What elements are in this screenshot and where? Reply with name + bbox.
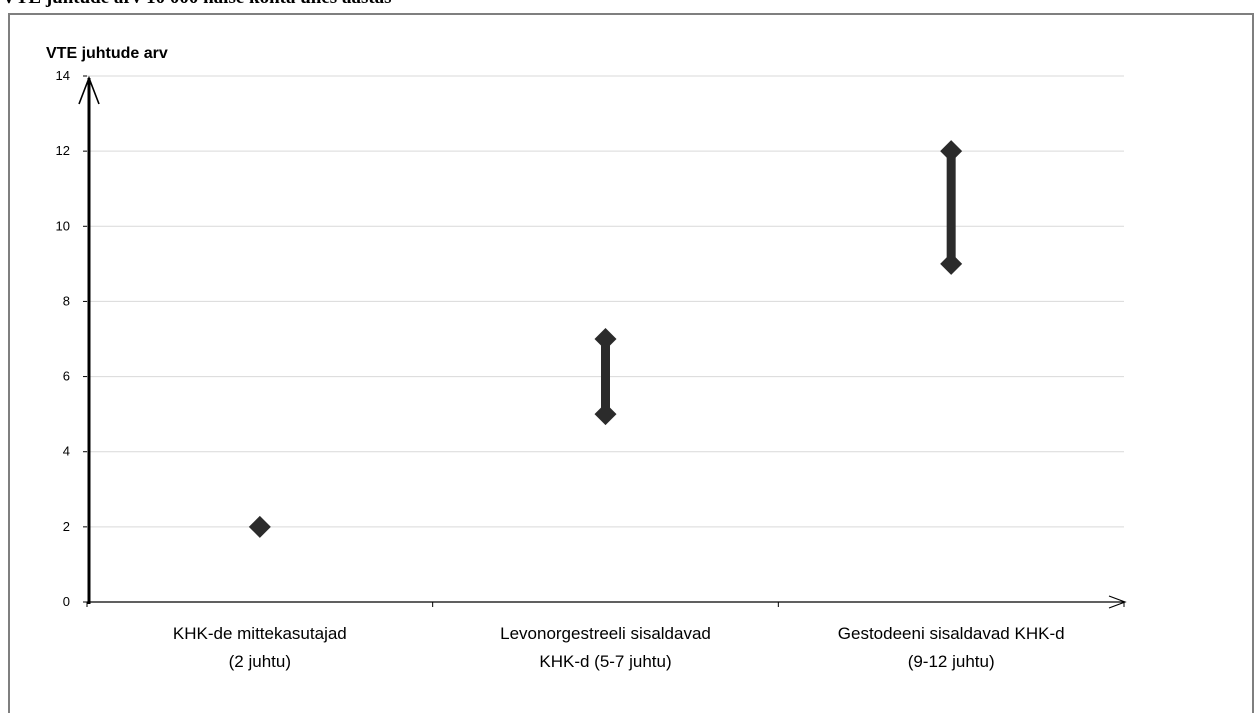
y-axis-arrowhead	[78, 75, 100, 105]
x-category-label: KHK-de mittekasutajad	[173, 624, 347, 643]
y-axis-title: VTE juhtude arv	[46, 45, 168, 62]
y-tick-label: 14	[56, 68, 70, 83]
x-category-sublabel: (9-12 juhtu)	[908, 652, 995, 671]
y-tick-label: 12	[56, 143, 70, 158]
range-low-marker	[594, 403, 617, 426]
range-high-marker	[594, 328, 617, 350]
y-tick-label: 4	[63, 444, 70, 459]
y-tick-label: 0	[63, 594, 70, 609]
chart-frame	[8, 13, 1254, 713]
range-high-marker	[940, 140, 963, 163]
x-axis-arrowhead	[1108, 595, 1127, 609]
axes	[78, 75, 1127, 609]
y-tick-label: 2	[63, 519, 70, 534]
data-marks	[248, 140, 963, 538]
x-category-label: Gestodeeni sisaldavad KHK-d	[838, 624, 1065, 643]
y-tick-label: 8	[63, 293, 70, 308]
x-category-sublabel: KHK-d (5-7 juhtu)	[539, 652, 671, 671]
gridlines	[87, 75, 1124, 528]
y-tick-label: 10	[56, 218, 70, 233]
range-low-marker	[248, 515, 271, 538]
y-tick-labels: 0 2 4 6 8 10 12 14	[56, 68, 70, 609]
x-category-labels: KHK-de mittekasutajad (2 juhtu) Levonorges…	[173, 624, 1065, 671]
y-tick-label: 6	[63, 369, 70, 384]
x-category-label: Levonorgestreeli sisaldavad	[500, 624, 711, 643]
document-title: VTE juhtude arv 10 000 naise kohta ühes …	[2, 0, 392, 9]
range-low-marker	[940, 252, 963, 275]
x-category-sublabel: (2 juhtu)	[229, 652, 291, 671]
